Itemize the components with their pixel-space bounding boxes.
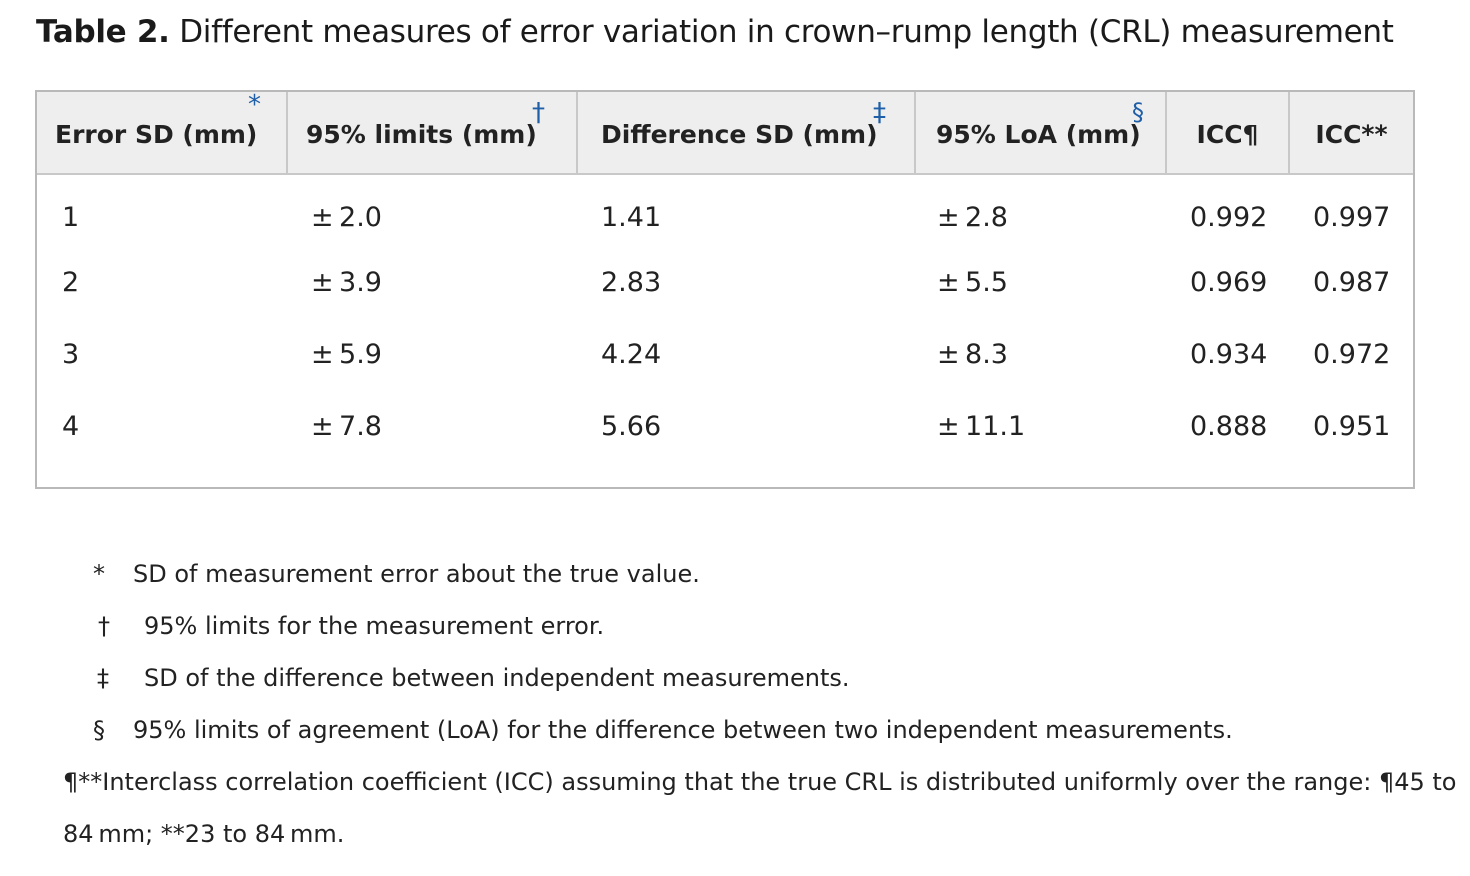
cell-icc-pilcrow: 0.992 [1190, 202, 1268, 233]
cell-difference-sd: 5.66 [601, 410, 662, 442]
header-95-limits: 95% limits (mm) † [287, 92, 578, 175]
table-row: 3 ± 5.9 4.24 ± 8.3 0.934 0.972 [37, 318, 1413, 390]
cell-95-limits: ± 5.9 [311, 338, 382, 370]
cell-difference-sd: 2.83 [601, 266, 662, 298]
cell-difference-sd: 1.41 [601, 202, 662, 233]
footnote-symbol: ‡ [97, 664, 109, 692]
header-icc-double-star: ICC** [1289, 92, 1413, 175]
header-row: Error SD (mm) * 95% limits (mm) † Differ… [37, 90, 1413, 175]
footnote-link-double-dagger[interactable]: ‡ [873, 98, 886, 128]
footnote-link-dagger[interactable]: † [532, 98, 545, 128]
data-table: Error SD (mm) * 95% limits (mm) † Differ… [35, 90, 1415, 489]
cell-error-sd: 4 [62, 410, 80, 442]
cell-error-sd: 3 [62, 338, 80, 370]
cell-icc-double-star: 0.972 [1313, 338, 1391, 370]
cell-95-loa: ± 8.3 [937, 338, 1008, 370]
cell-icc-double-star: 0.987 [1313, 266, 1391, 298]
footnote-symbol: † [98, 612, 110, 640]
table-row: 4 ± 7.8 5.66 ± 11.1 0.888 0.951 [37, 390, 1413, 462]
table-caption: Table 2. Different measures of error var… [36, 14, 1394, 50]
table-row: 2 ± 3.9 2.83 ± 5.5 0.969 0.987 [37, 246, 1413, 318]
cell-icc-double-star: 0.997 [1313, 202, 1391, 233]
table-row: 1 ± 2.0 1.41 ± 2.8 0.992 0.997 [37, 174, 1413, 246]
cell-icc-pilcrow: 0.888 [1190, 410, 1268, 442]
header-difference-sd: Difference SD (mm) ‡ [577, 92, 916, 175]
cell-icc-pilcrow: 0.934 [1190, 338, 1268, 370]
footnote-symbol: * [93, 560, 105, 588]
cell-95-loa: ± 5.5 [937, 266, 1008, 298]
footnote-text: 95% limits for the measurement error. [144, 612, 605, 640]
cell-95-limits: ± 7.8 [311, 410, 382, 442]
table-label: Table 2. [36, 14, 170, 50]
cell-95-limits: ± 2.0 [311, 202, 382, 233]
icc-footnote-line-2: 84 mm; **23 to 84 mm. [63, 820, 345, 848]
cell-difference-sd: 4.24 [601, 338, 662, 370]
cell-icc-pilcrow: 0.969 [1190, 266, 1268, 298]
header-error-sd: Error SD (mm) * [37, 90, 288, 175]
footnote-link-section[interactable]: § [1132, 98, 1144, 126]
footnote-text: SD of the difference between independent… [144, 664, 850, 692]
cell-error-sd: 2 [62, 266, 80, 298]
cell-95-limits: ± 3.9 [311, 266, 382, 298]
footnote-link-star[interactable]: * [248, 90, 261, 120]
header-icc-pilcrow: ICC¶ [1166, 92, 1290, 175]
footnote-text: 95% limits of agreement (LoA) for the di… [133, 716, 1233, 744]
cell-95-loa: ± 11.1 [937, 410, 1026, 442]
table-title: Different measures of error variation in… [179, 14, 1394, 50]
cell-95-loa: ± 2.8 [937, 202, 1008, 233]
footnote-symbol: § [93, 716, 105, 744]
footnote-text: SD of measurement error about the true v… [133, 560, 700, 588]
header-95-loa: 95% LoA (mm) § [915, 92, 1167, 175]
icc-footnote-line-1: ¶**Interclass correlation coefficient (I… [63, 768, 1457, 796]
cell-icc-double-star: 0.951 [1313, 410, 1391, 442]
cell-error-sd: 1 [62, 202, 80, 233]
